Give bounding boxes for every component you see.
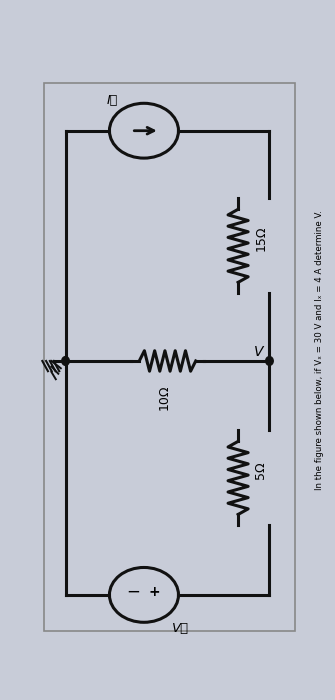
Text: 15Ω: 15Ω <box>254 226 267 251</box>
Circle shape <box>62 356 69 365</box>
Text: −: − <box>126 583 140 601</box>
Text: 10Ω: 10Ω <box>158 385 171 410</box>
Text: In the figure shown below, if Vₓ = 30 V and Iₓ = 4 A determine V.: In the figure shown below, if Vₓ = 30 V … <box>315 210 324 490</box>
Text: I⁳: I⁳ <box>107 94 118 107</box>
Text: 5Ω: 5Ω <box>254 462 267 480</box>
Text: V: V <box>254 345 264 359</box>
Circle shape <box>266 356 273 365</box>
Text: V⁳: V⁳ <box>172 622 189 636</box>
Text: +: + <box>148 585 160 599</box>
